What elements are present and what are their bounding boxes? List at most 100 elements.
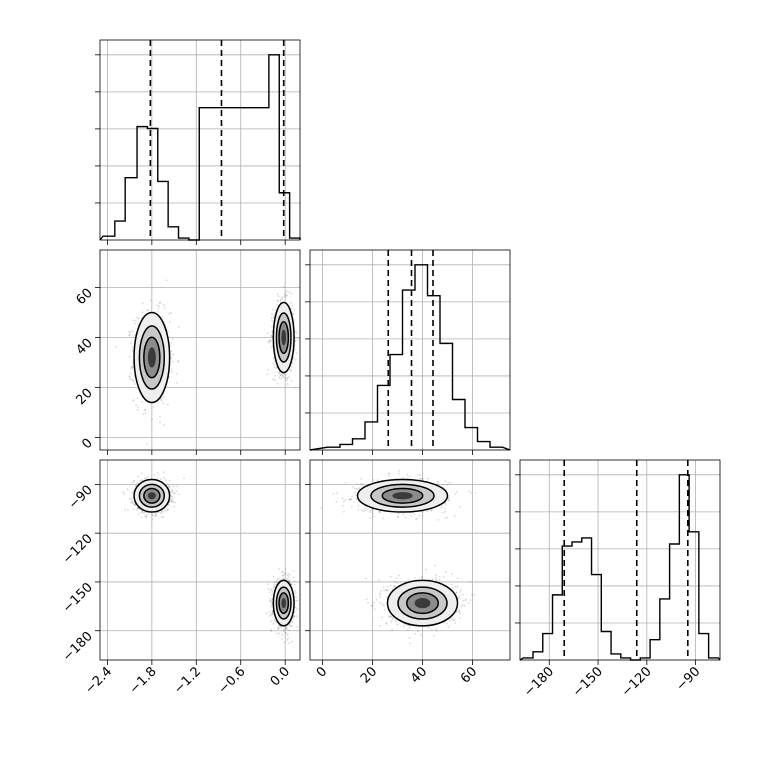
sample-point [427,477,429,480]
sample-point [397,515,399,518]
sample-point [283,641,286,643]
sample-point [267,588,270,590]
sample-point [281,634,284,636]
sample-point [393,580,396,583]
sample-point [172,354,175,357]
sample-point [291,304,294,307]
sample-point [167,483,170,485]
sample-point [292,617,295,620]
sample-point [414,577,416,579]
sample-point [270,628,272,631]
sample-point [122,491,125,493]
sample-point [367,602,369,604]
sample-point [295,615,298,617]
sample-point [456,577,459,580]
sample-point [446,516,449,519]
sample-point [279,300,282,303]
sample-point [271,590,274,593]
sample-point [453,493,456,496]
sample-point [175,382,178,384]
sample-point [267,583,269,586]
sample-point [131,502,134,504]
sample-point [276,632,278,635]
sample-point [475,492,477,494]
sample-point [269,339,271,341]
sample-point [343,500,345,503]
sample-point [397,512,400,515]
sample-point [164,479,167,481]
sample-point [287,637,290,640]
sample-point [418,515,420,517]
sample-point [445,570,447,573]
sample-point [124,508,126,511]
sample-point [130,365,133,368]
sample-point [296,352,298,354]
sample-point [281,372,284,375]
sample-point [296,608,299,610]
sample-point [172,500,175,503]
sample-point [351,495,353,498]
sample-point [444,517,447,519]
sample-point [276,293,279,295]
panel-frame [309,249,511,451]
contour-line [275,312,292,363]
sample-point [171,490,174,492]
sample-point [128,375,131,377]
sample-point [271,604,273,606]
sample-point [155,514,158,517]
sample-point [460,589,462,591]
sample-point [135,404,138,406]
sample-point [146,443,149,446]
sample-point [132,399,135,401]
sample-point [134,383,137,385]
sample-point [140,316,143,319]
sample-point [137,513,140,515]
sample-point [144,412,147,414]
sample-point [436,480,439,483]
sample-point [285,578,287,580]
sample-point [468,490,470,493]
sample-point [170,357,173,360]
sample-point [442,511,444,514]
sample-point [276,304,279,307]
sample-point [458,595,461,597]
sample-point [280,638,283,640]
sample-point [387,475,390,477]
sample-point [278,371,281,374]
density-panel [99,249,301,451]
sample-point [292,576,295,579]
sample-point [284,377,286,379]
sample-point [281,296,284,299]
sample-point [291,621,294,624]
sample-point [335,492,338,494]
sample-point [419,478,421,480]
sample-point [155,512,157,515]
sample-point [421,478,424,481]
sample-point [286,383,289,386]
sample-point [267,368,270,371]
sample-point [295,596,297,599]
sample-point [371,513,374,515]
sample-point [132,508,135,510]
sample-point [385,622,388,625]
sample-point [383,589,385,592]
sample-point [406,477,409,480]
sample-point [284,631,287,634]
sample-point [351,506,353,508]
sample-point [137,408,139,411]
sample-point [133,503,136,506]
sample-point [130,372,133,375]
sample-point [143,409,146,411]
sample-point [154,515,157,517]
sample-point [372,510,374,513]
sample-point [270,316,273,319]
sample-point [294,592,297,595]
sample-point [283,286,286,289]
sample-point [350,497,352,500]
sample-point [391,628,393,631]
sample-point [140,479,143,481]
sample-point [273,379,276,382]
sample-point [288,629,290,632]
sample-point [171,338,174,340]
